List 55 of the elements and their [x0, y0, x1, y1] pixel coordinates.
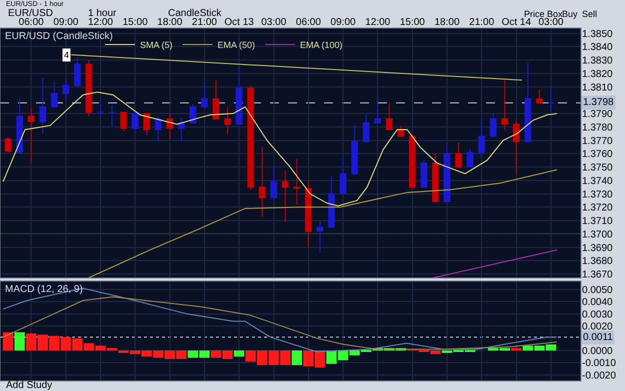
y-tick-label: 0.0030: [582, 309, 614, 320]
legend-label: SMA (5): [140, 40, 173, 50]
y-tick-label: 1.3710: [582, 216, 614, 228]
x-tick-label: 15:00: [122, 17, 148, 28]
y-tick-label: -0.0020: [582, 370, 616, 382]
x-tick-label: 09:00: [330, 17, 356, 28]
y-tick-label: 1.3680: [582, 256, 614, 268]
y-tick-label: 1.3830: [582, 56, 614, 67]
y-tick-label: 1.3850: [582, 28, 614, 40]
x-tick-label: 18:00: [434, 17, 460, 28]
ref-line-label: 0.0011: [583, 332, 614, 343]
x-tick-label: 21:00: [192, 17, 218, 28]
x-tick-label: 03:00: [261, 17, 287, 28]
y-tick-label: 1.3780: [582, 122, 614, 134]
annotation: 4: [64, 50, 70, 60]
x-tick-label: 06:00: [296, 17, 322, 28]
y-tick-label: 1.3730: [582, 189, 614, 200]
y-tick-label: 1.3670: [582, 269, 614, 280]
text: Sell: [582, 9, 598, 19]
y-tick-label: 1.3750: [582, 162, 614, 174]
y-tick-label: 1.3700: [582, 229, 614, 240]
y-tick-label: 0.0040: [582, 297, 614, 308]
x-tick-label: 15:00: [400, 17, 426, 28]
y-tick-label: 1.3820: [582, 68, 614, 80]
y-tick-label: -0.0010: [582, 358, 616, 370]
legend-label: EMA (50): [218, 40, 256, 50]
text: Buy: [562, 9, 578, 19]
text: EUR/USD: [8, 8, 54, 19]
x-tick-label: 12:00: [365, 17, 391, 28]
x-tick-label: 09:00: [53, 17, 79, 28]
y-tick-label: 1.3760: [582, 149, 614, 160]
y-tick-label: 1.3740: [582, 176, 614, 187]
y-tick-label: 0.0020: [582, 322, 614, 333]
y-tick-label: 1.3810: [582, 82, 614, 94]
chart-title: EUR/USD (CandleStick): [5, 31, 113, 42]
text: 1 hour: [88, 8, 118, 19]
x-tick-label: 18:00: [157, 17, 183, 28]
y-tick-label: 1.3690: [582, 242, 614, 254]
x-tick-label: 06:00: [18, 17, 44, 28]
y-tick-label: 1.3770: [582, 136, 614, 147]
x-tick-label: 12:00: [88, 17, 114, 28]
text: CandleStick: [168, 8, 222, 19]
y-tick-label: 1.3790: [582, 109, 614, 120]
annotation: Add Study: [6, 380, 52, 391]
y-tick-label: 0.0000: [582, 346, 614, 358]
y-tick-label: 1.3720: [582, 202, 614, 214]
x-tick-label: 03:00: [538, 17, 564, 28]
x-tick-label: Oct 14: [502, 17, 532, 28]
x-tick-label: 21:00: [469, 17, 495, 28]
y-tick-label: 1.3840: [582, 42, 614, 54]
text: Price Box: [524, 9, 564, 19]
legend-label: EMA (100): [300, 40, 343, 50]
y-tick-label: 0.0050: [582, 285, 614, 296]
x-tick-label: Oct 13: [224, 17, 254, 28]
ref-line-label: 1.3798: [583, 97, 614, 108]
